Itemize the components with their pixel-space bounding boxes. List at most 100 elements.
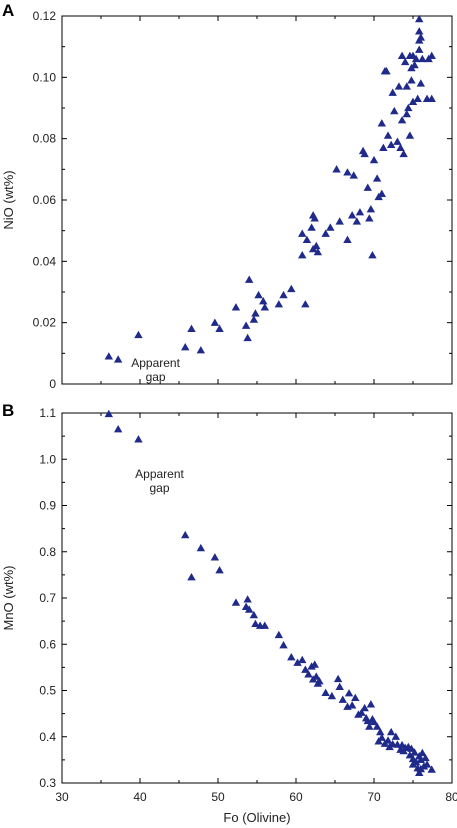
data-point bbox=[351, 693, 360, 702]
y-tick-label: 0.6 bbox=[39, 637, 56, 651]
data-point bbox=[368, 251, 377, 259]
panel-b-points bbox=[104, 409, 436, 776]
data-point bbox=[363, 716, 372, 725]
data-point bbox=[181, 530, 190, 539]
data-point bbox=[321, 229, 330, 237]
data-point bbox=[210, 553, 220, 561]
data-point bbox=[326, 223, 335, 231]
y-tick-label: 0.04 bbox=[33, 254, 57, 268]
x-tick-label: 40 bbox=[133, 790, 147, 804]
y-tick-label: 0.10 bbox=[33, 70, 57, 84]
data-point bbox=[413, 94, 422, 102]
annotation-line: Apparent bbox=[131, 356, 180, 370]
data-point bbox=[245, 275, 254, 283]
data-point bbox=[313, 247, 323, 256]
data-point bbox=[401, 57, 410, 66]
data-point bbox=[298, 655, 307, 664]
data-point bbox=[365, 722, 374, 730]
data-point bbox=[379, 143, 388, 152]
data-point bbox=[347, 211, 357, 219]
data-point bbox=[383, 131, 393, 139]
data-point bbox=[385, 742, 394, 751]
data-point bbox=[104, 352, 113, 360]
data-point bbox=[427, 94, 436, 102]
data-point bbox=[293, 658, 302, 666]
annotation-line: gap bbox=[146, 370, 166, 384]
data-point bbox=[321, 688, 330, 696]
data-point bbox=[411, 54, 421, 63]
data-point bbox=[335, 682, 344, 690]
data-point bbox=[405, 131, 415, 139]
data-point bbox=[181, 343, 190, 351]
data-point bbox=[243, 333, 252, 342]
data-point bbox=[352, 217, 362, 225]
data-point bbox=[422, 760, 432, 768]
data-point bbox=[245, 605, 254, 613]
x-tick-label: 50 bbox=[211, 790, 225, 804]
data-point bbox=[301, 665, 310, 673]
y-tick-label: 0.4 bbox=[39, 730, 56, 744]
panel-b-label: B bbox=[2, 401, 14, 420]
data-point bbox=[372, 722, 382, 730]
y-tick-label: 0.7 bbox=[39, 591, 56, 605]
data-point bbox=[418, 748, 427, 757]
panel-b-y-ticks: 0.3 0.4 0.5 0.6 0.7 0.8 0.9 1.0 1.1 bbox=[39, 406, 452, 790]
data-point bbox=[332, 165, 341, 173]
data-point bbox=[382, 67, 391, 75]
data-point bbox=[315, 677, 324, 685]
data-point bbox=[369, 717, 379, 726]
y-tick-label: 0.12 bbox=[33, 9, 57, 23]
data-point bbox=[215, 324, 224, 332]
data-point bbox=[377, 189, 386, 198]
y-tick-label: 0.06 bbox=[33, 193, 57, 207]
data-point bbox=[241, 321, 251, 329]
panel-a: A 0 0.02 0.04 0.06 0.08 0.10 0.12 NiO (wt%) Ap… bbox=[1, 1, 453, 391]
data-point bbox=[415, 45, 424, 53]
data-point bbox=[397, 51, 407, 60]
data-point bbox=[301, 300, 310, 308]
data-point bbox=[279, 640, 288, 649]
data-point bbox=[259, 297, 268, 305]
data-point bbox=[407, 76, 416, 84]
data-point bbox=[408, 97, 418, 106]
data-point bbox=[391, 732, 401, 740]
data-point bbox=[383, 736, 393, 744]
data-point bbox=[386, 140, 396, 148]
data-point bbox=[302, 235, 312, 244]
y-tick-label: 0.02 bbox=[33, 316, 57, 330]
data-point bbox=[312, 672, 321, 680]
panel-a-points bbox=[104, 14, 436, 363]
data-point bbox=[427, 765, 436, 773]
data-point bbox=[249, 315, 259, 323]
y-tick-label: 0.5 bbox=[39, 684, 56, 698]
data-point bbox=[210, 318, 220, 326]
data-point bbox=[355, 208, 365, 216]
data-point bbox=[312, 241, 321, 250]
data-point bbox=[231, 303, 241, 311]
data-point bbox=[396, 143, 405, 152]
data-point bbox=[215, 566, 224, 574]
data-point bbox=[113, 424, 123, 433]
data-point bbox=[335, 217, 344, 225]
data-point bbox=[365, 214, 374, 222]
x-tick-label: 80 bbox=[445, 790, 457, 804]
panel-b-x-ticks: 30 40 50 60 70 80 bbox=[55, 413, 457, 804]
y-tick-label: 0.08 bbox=[33, 132, 57, 146]
data-point bbox=[307, 223, 316, 231]
data-point bbox=[421, 753, 430, 762]
data-point bbox=[369, 155, 379, 164]
data-point bbox=[310, 214, 319, 222]
y-tick-label: 0 bbox=[49, 377, 56, 391]
data-point bbox=[427, 51, 436, 60]
data-point bbox=[254, 290, 263, 299]
data-point bbox=[402, 109, 411, 118]
panel-b-plot-frame bbox=[61, 412, 453, 784]
panel-a-x-ticks bbox=[61, 16, 453, 384]
panel-b: B 30 40 50 60 70 80 0.3 0.4 0.5 0.6 0.7 0.8 0.9 1.0 1… bbox=[1, 401, 457, 825]
data-point bbox=[366, 205, 376, 213]
data-point bbox=[343, 235, 352, 244]
panel-a-y-axis-title: NiO (wt%) bbox=[1, 170, 16, 229]
annotation-line: gap bbox=[149, 481, 169, 495]
